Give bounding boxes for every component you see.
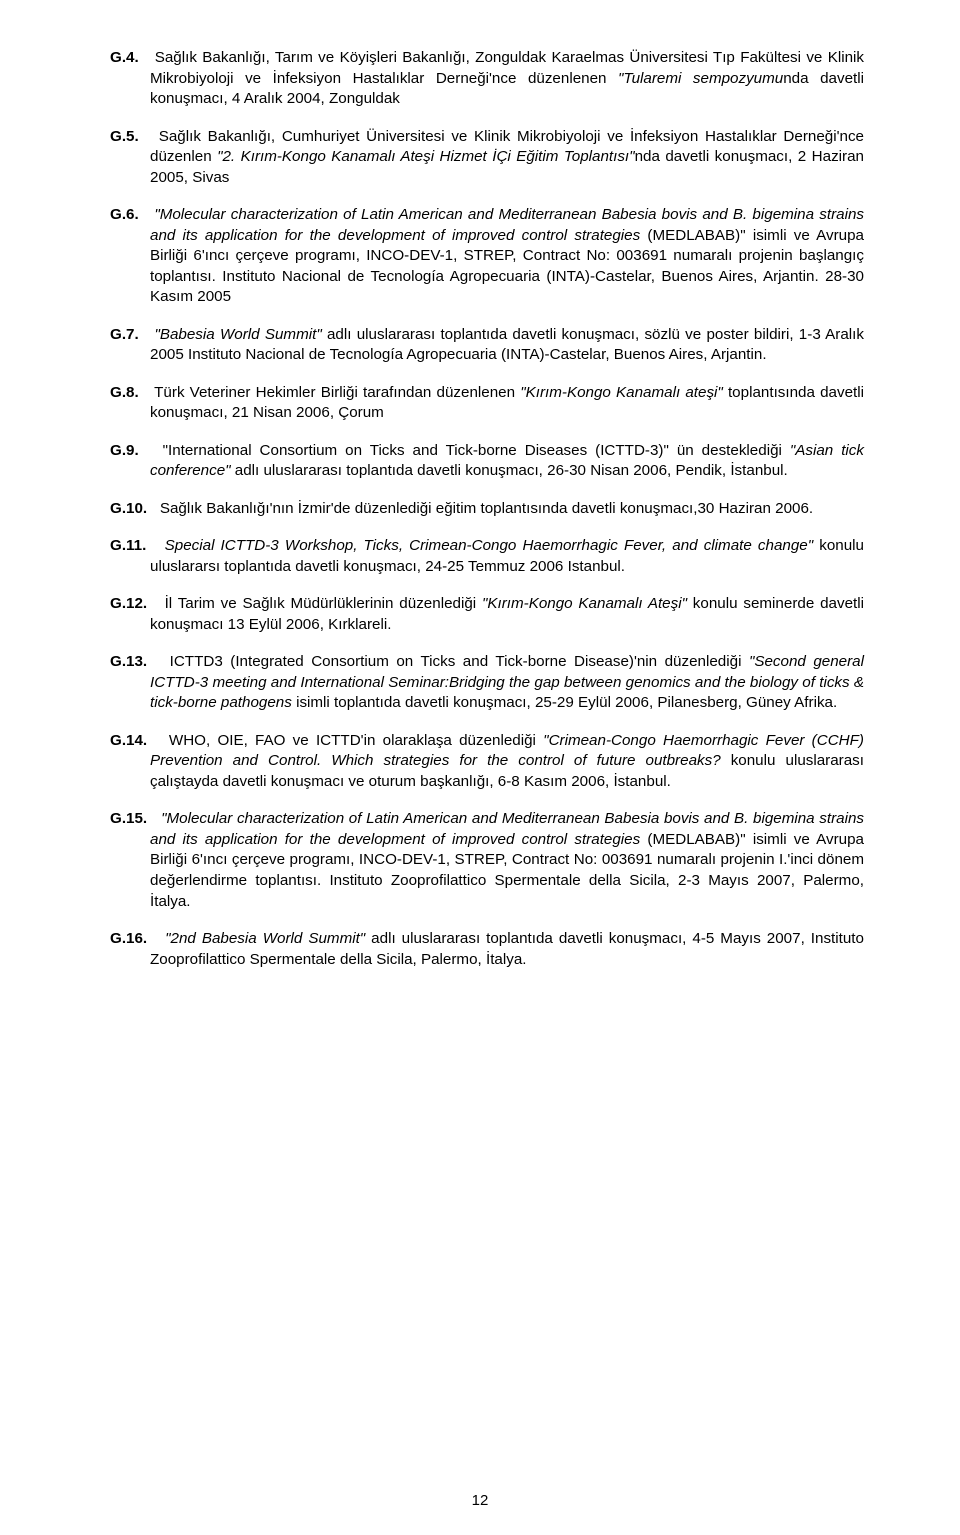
entry-g5: G.5. Sağlık Bakanlığı, Cumhuriyet Üniver… [110,127,864,189]
document-page: G.4. Sağlık Bakanlığı, Tarım ve Köyişler… [0,0,960,1535]
entry-body: G.4. Sağlık Bakanlığı, Tarım ve Köyişler… [110,48,864,110]
entry-g10: G.10. Sağlık Bakanlığı'nın İzmir'de düze… [110,499,864,520]
entry-label: G.12. [110,595,147,612]
entry-g8: G.8. Türk Veteriner Hekimler Birliği tar… [110,383,864,424]
entry-body: G.11. Special ICTTD-3 Workshop, Ticks, C… [110,536,864,577]
entry-label: G.9. [110,442,139,459]
entry-label: G.6. [110,206,139,223]
entry-body: G.16. "2nd Babesia World Summit" adlı ul… [110,929,864,970]
entry-label: G.13. [110,653,147,670]
entry-body: G.12. İl Tarim ve Sağlık Müdürlüklerinin… [110,594,864,635]
entry-body: G.5. Sağlık Bakanlığı, Cumhuriyet Üniver… [110,127,864,189]
entry-g4: G.4. Sağlık Bakanlığı, Tarım ve Köyişler… [110,48,864,110]
entry-g9: G.9. "International Consortium on Ticks … [110,441,864,482]
entry-body: G.8. Türk Veteriner Hekimler Birliği tar… [110,383,864,424]
entry-body: G.9. "International Consortium on Ticks … [110,441,864,482]
entry-label: G.14. [110,732,147,749]
entry-label: G.15. [110,810,147,827]
entry-label: G.8. [110,384,139,401]
entry-label: G.16. [110,930,147,947]
entry-body: G.6. "Molecular characterization of Lati… [110,205,864,308]
entry-body: G.10. Sağlık Bakanlığı'nın İzmir'de düze… [110,499,864,520]
entry-body: G.15. "Molecular characterization of Lat… [110,809,864,912]
entry-body: G.14. WHO, OIE, FAO ve ICTTD'in olarakla… [110,731,864,793]
entry-body: G.13. ICTTD3 (Integrated Consortium on T… [110,652,864,714]
page-number: 12 [0,1491,960,1511]
entry-g16: G.16. "2nd Babesia World Summit" adlı ul… [110,929,864,970]
entry-label: G.4. [110,49,139,66]
entry-g11: G.11. Special ICTTD-3 Workshop, Ticks, C… [110,536,864,577]
entry-label: G.7. [110,326,139,343]
entry-g13: G.13. ICTTD3 (Integrated Consortium on T… [110,652,864,714]
entry-g6: G.6. "Molecular characterization of Lati… [110,205,864,308]
entry-label: G.10. [110,500,147,517]
entry-g15: G.15. "Molecular characterization of Lat… [110,809,864,912]
entry-label: G.11. [110,537,146,554]
entries-list: G.4. Sağlık Bakanlığı, Tarım ve Köyişler… [110,48,864,970]
entry-g14: G.14. WHO, OIE, FAO ve ICTTD'in olarakla… [110,731,864,793]
entry-label: G.5. [110,128,139,145]
entry-body: G.7. "Babesia World Summit" adlı uluslar… [110,325,864,366]
entry-g7: G.7. "Babesia World Summit" adlı uluslar… [110,325,864,366]
entry-g12: G.12. İl Tarim ve Sağlık Müdürlüklerinin… [110,594,864,635]
